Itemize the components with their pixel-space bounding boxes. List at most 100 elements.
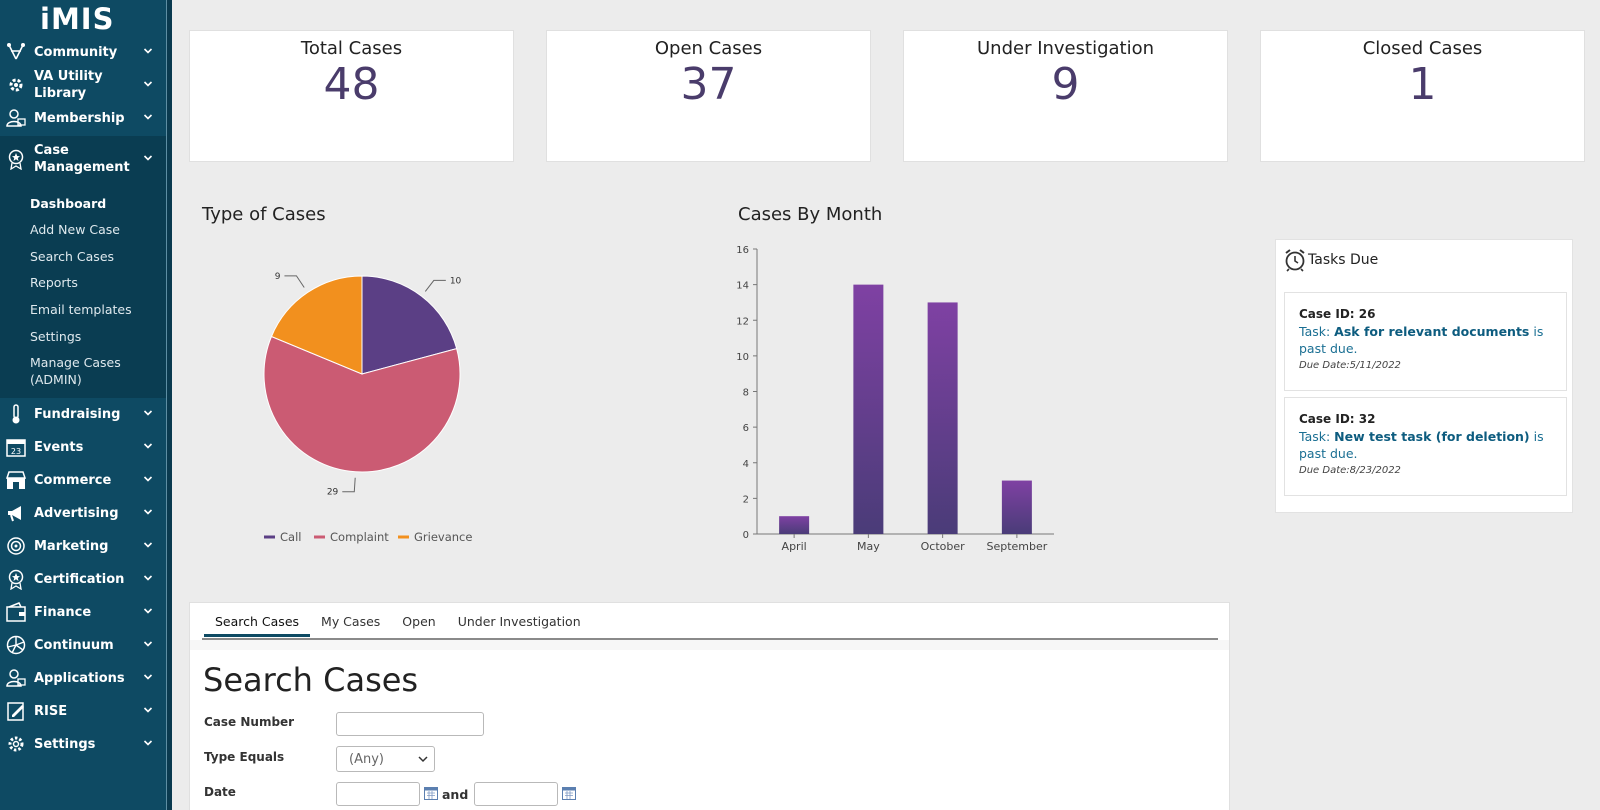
pie-chart-title: Type of Cases [202,204,326,225]
sidebar-item-label: Marketing [34,538,109,554]
tasks-due-header: Tasks Due [1284,248,1378,272]
chevron-down-icon [140,607,156,618]
chevron-down-icon [418,753,428,768]
task-prefix: Task: [1299,324,1335,339]
sidebar-item-label: Events [34,439,84,455]
type-equals-value: (Any) [349,751,384,767]
date-from-input[interactable] [336,782,420,806]
imis-logo[interactable]: iMIS [40,2,115,36]
submenu-item-manage-cases-admin[interactable]: Manage Cases (ADMIN) [30,355,121,387]
y-tick-label: 12 [736,316,749,327]
legend-label: Complaint [330,530,389,544]
bar-september[interactable] [1001,480,1032,534]
x-tick-label: April [782,540,807,553]
date-and-label: and [442,787,469,802]
pie-data-label: 9 [275,272,281,282]
submenu-item-dashboard[interactable]: Dashboard [30,196,107,211]
calendar-picker-icon[interactable] [424,785,438,800]
tasks-due-panel: Tasks Due Case ID: 26 Task: Ask for rele… [1275,239,1573,513]
task-link[interactable]: Ask for relevant documents [1334,324,1530,339]
chevron-down-icon [140,739,156,750]
tab-search-cases[interactable]: Search Cases [204,603,311,637]
sidebar-item-membership[interactable]: Membership [0,102,166,134]
pie-slice-complaint[interactable] [263,335,461,473]
sidebar-item-community[interactable]: Community [0,36,166,68]
submenu-item-reports[interactable]: Reports [30,275,78,290]
award-icon [5,568,27,590]
submenu-item-add-new-case[interactable]: Add New Case [30,222,121,237]
tab-open[interactable]: Open [402,614,436,629]
svg-text:23: 23 [11,447,21,456]
sidebar-item-label: Commerce [34,472,112,488]
submenu-item-settings[interactable]: Settings [30,329,82,344]
legend-label: Grievance [414,530,472,544]
stat-value: 48 [323,59,380,110]
chevron-down-icon [140,673,156,684]
bar-may[interactable] [853,284,884,534]
sidebar-item-label: Finance [34,604,92,620]
sidebar-item-label: Case Management [34,143,130,175]
tab-my-cases[interactable]: My Cases [321,614,381,629]
sidebar-item-advertising[interactable]: Advertising [0,497,166,529]
sidebar-item-label: Advertising [34,505,119,521]
stat-title: Under Investigation [976,38,1155,59]
sidebar-scrollbar[interactable] [166,0,172,810]
megaphone-icon [5,502,27,524]
tab-under-investigation[interactable]: Under Investigation [457,614,581,629]
chevron-down-icon [140,706,156,717]
submenu-item-search-cases[interactable]: Search Cases [30,249,115,264]
bar-april[interactable] [779,516,810,534]
sidebar-item-certification[interactable]: Certification [0,563,166,595]
case-number-input[interactable] [336,712,484,736]
chevron-down-icon [140,640,156,651]
date-to-input[interactable] [474,782,558,806]
sidebar-item-fundraising[interactable]: Fundraising [0,398,166,430]
sidebar-item-rise[interactable]: RISE [0,695,166,727]
submenu-item-email-templates[interactable]: Email templates [30,302,132,317]
y-tick-label: 8 [743,388,749,399]
pie-slice-call[interactable] [361,275,458,375]
task-card: Case ID: 26 Task: Ask for relevant docum… [1284,292,1567,391]
sidebar-item-commerce[interactable]: Commerce [0,464,166,496]
alarm-clock-icon [1284,248,1306,272]
sidebar-item-label: Settings [34,736,96,752]
pie-leader-line [424,279,446,292]
edit-page-icon [5,700,27,722]
sidebar-item-events[interactable]: 23 Events [0,431,166,463]
bar-chart: 0 2 4 6 8 10 12 14 16 April May October September [736,245,1054,553]
stat-title: Open Cases [654,38,763,59]
stat-title: Total Cases [300,38,403,59]
sidebar-item-applications[interactable]: Applications [0,662,166,694]
sidebar-item-va-utility-library[interactable]: VA Utility Library [0,69,166,101]
sidebar-item-label: Continuum [34,637,114,653]
task-link[interactable]: New test task (for deletion) [1334,429,1530,444]
task-due-date: Due Date:5/11/2022 [1299,360,1401,371]
chevron-down-icon [140,508,156,519]
calendar-picker-icon[interactable] [562,785,576,800]
chevron-down-icon [140,475,156,486]
case-number-label: Case Number [204,715,295,729]
pie-leader-line [284,275,305,288]
sidebar-item-settings[interactable]: Settings [0,728,166,760]
sidebar-item-case-management[interactable]: Case Management [0,140,166,178]
sidebar: iMIS Community VA Utility Library Membersh… [0,0,172,810]
stat-card-under-investigation: Under Investigation 9 [903,30,1228,162]
bar-october[interactable] [927,302,958,534]
task-due-date: Due Date:8/23/2022 [1299,465,1401,476]
x-tick-label: September [986,540,1047,553]
settings-gear-icon [5,733,27,755]
chevron-down-icon [140,574,156,585]
y-tick-label: 6 [743,423,749,434]
stat-value: 1 [1408,59,1437,110]
tabs-shadow [190,640,1229,650]
pie-slice-grievance[interactable] [270,275,363,375]
bar-chart-title: Cases By Month [738,204,883,225]
store-icon [5,469,27,491]
task-prefix: Task: [1299,429,1335,444]
sidebar-item-marketing[interactable]: Marketing [0,530,166,562]
stat-card-total-cases: Total Cases 48 [189,30,514,162]
type-equals-select[interactable]: (Any) [336,746,435,772]
x-tick-label: May [857,540,880,553]
sidebar-item-finance[interactable]: Finance [0,596,166,628]
sidebar-item-continuum[interactable]: Continuum [0,629,166,661]
